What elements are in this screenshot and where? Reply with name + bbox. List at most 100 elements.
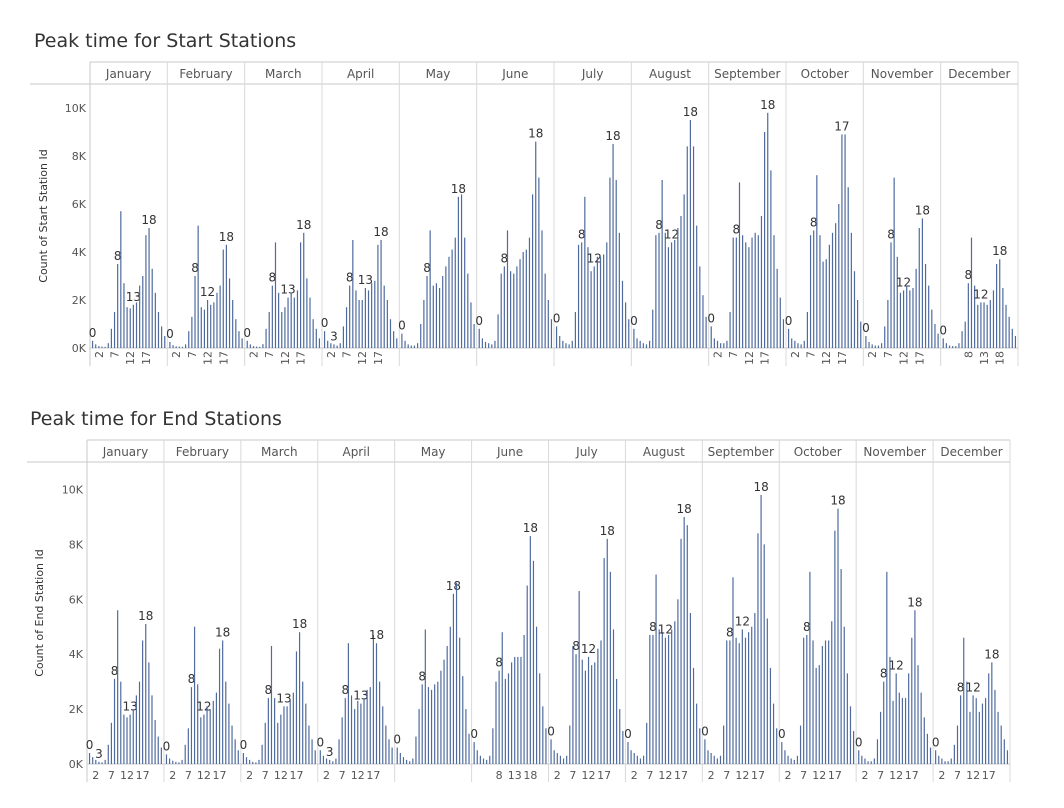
bar-august-h21 xyxy=(699,266,701,348)
bar-december-h2 xyxy=(941,758,943,764)
bar-december-h12 xyxy=(980,302,982,348)
x-tick-label: 7 xyxy=(185,769,192,782)
month-header-february: February xyxy=(179,67,232,81)
bar-march-h17 xyxy=(295,651,298,764)
x-tick-label: 8 xyxy=(496,769,503,782)
bar-august-h20 xyxy=(689,613,692,764)
bar-june-h18 xyxy=(529,536,531,764)
bar-may-h22 xyxy=(465,709,467,764)
y-tick-label: 8K xyxy=(72,150,87,163)
bar-july-h13 xyxy=(591,665,593,764)
bar-december-h12 xyxy=(972,695,974,764)
bar-september-h0 xyxy=(710,326,712,348)
data-label: 18 xyxy=(451,182,466,196)
bar-july-h3 xyxy=(559,755,562,764)
bar-may-h18 xyxy=(457,196,459,348)
x-tick-label: 12 xyxy=(279,351,292,365)
bar-march-h23 xyxy=(318,338,321,348)
bar-october-h12 xyxy=(825,259,827,348)
y-tick-label: 4K xyxy=(69,648,84,661)
data-label: 8 xyxy=(501,251,509,265)
bar-may-h14 xyxy=(445,266,447,348)
bar-october-h15 xyxy=(835,223,837,348)
bar-august-h8 xyxy=(658,232,660,348)
data-label: 18 xyxy=(373,225,388,239)
bar-march-h23 xyxy=(314,750,316,764)
bar-april-h23 xyxy=(391,747,393,764)
bar-may-h0 xyxy=(396,747,398,764)
data-label: 12 xyxy=(735,614,750,628)
month-header-october: October xyxy=(794,445,842,459)
data-label: 0 xyxy=(166,327,174,341)
bar-november-h9 xyxy=(893,177,895,348)
bar-december-h1 xyxy=(945,343,947,348)
data-label: 12 xyxy=(200,285,215,299)
bar-june-h1 xyxy=(476,750,478,764)
bar-december-h23 xyxy=(1014,336,1017,348)
bar-may-h3 xyxy=(405,759,408,764)
bar-may-h8 xyxy=(421,684,423,764)
bar-november-h23 xyxy=(929,747,932,764)
bar-august-h7 xyxy=(649,634,651,764)
bar-july-h21 xyxy=(621,280,624,348)
bar-march-h12 xyxy=(284,307,286,348)
bar-august-h16 xyxy=(683,194,685,348)
x-tick-label: 7 xyxy=(954,769,961,782)
data-label: 8 xyxy=(114,249,122,263)
bar-april-h7 xyxy=(345,307,348,348)
bar-november-h17 xyxy=(911,637,913,764)
data-label: 18 xyxy=(523,521,538,535)
bar-january-h1 xyxy=(92,757,94,764)
data-label: 13 xyxy=(276,691,291,705)
bar-september-h3 xyxy=(713,755,715,764)
x-tick-label: 17 xyxy=(372,351,385,365)
x-tick-label: 18 xyxy=(523,769,537,782)
bar-august-h10 xyxy=(658,629,660,764)
bar-march-h8 xyxy=(271,285,273,348)
bar-december-h11 xyxy=(969,711,971,764)
x-tick-label: 12 xyxy=(812,769,826,782)
bar-march-h13 xyxy=(287,297,289,348)
x-tick-label: 17 xyxy=(295,351,308,365)
data-label: 13 xyxy=(353,689,368,703)
x-tick-label: 2 xyxy=(785,769,792,782)
bar-may-h22 xyxy=(470,302,472,348)
x-tick-label: 18 xyxy=(994,351,1007,365)
data-label: 0 xyxy=(475,314,483,328)
x-tick-label: 2 xyxy=(246,769,253,782)
x-tick-label: 7 xyxy=(723,769,730,782)
bar-september-h5 xyxy=(726,340,728,348)
data-label: 8 xyxy=(341,683,349,697)
bar-november-h2 xyxy=(871,344,873,348)
bar-october-h14 xyxy=(831,232,834,348)
bar-april-h5 xyxy=(335,758,337,764)
bar-august-h4 xyxy=(645,344,648,348)
bar-july-h11 xyxy=(584,670,586,764)
bar-february-h1 xyxy=(169,758,171,764)
bar-march-h20 xyxy=(305,703,307,764)
bar-february-h18 xyxy=(222,640,224,764)
bar-august-h13 xyxy=(667,634,670,764)
bar-june-h17 xyxy=(532,194,534,348)
data-label: 18 xyxy=(683,105,698,119)
data-label: 12 xyxy=(896,275,911,289)
bar-july-h19 xyxy=(615,180,617,348)
bar-august-h1 xyxy=(636,338,638,348)
bar-january-h2 xyxy=(95,759,97,764)
bar-january-h20 xyxy=(154,292,156,348)
bar-february-h5 xyxy=(181,759,183,764)
x-tick-label: 17 xyxy=(597,769,611,782)
data-label: 0 xyxy=(86,738,94,752)
bar-september-h18 xyxy=(760,494,762,764)
bar-may-h19 xyxy=(455,582,458,764)
bar-june-h5 xyxy=(489,755,491,764)
bar-august-h2 xyxy=(633,753,635,764)
bar-january-h15 xyxy=(139,285,141,348)
x-tick-label: 2 xyxy=(554,769,561,782)
bar-june-h22 xyxy=(542,706,544,764)
data-label: 0 xyxy=(243,326,251,340)
bar-november-h1 xyxy=(868,342,870,348)
bar-november-h20 xyxy=(928,285,930,348)
bar-july-h1 xyxy=(559,336,561,348)
y-tick-label: 10K xyxy=(62,483,84,496)
